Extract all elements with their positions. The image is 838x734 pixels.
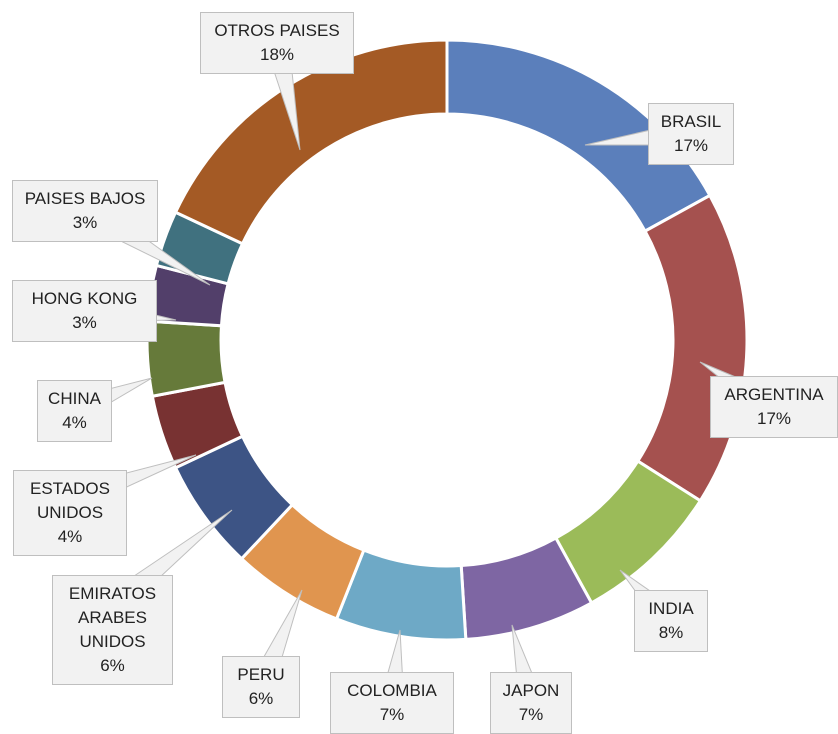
category-label: ESTADOS UNIDOS [30, 479, 110, 522]
slice [173, 38, 449, 246]
value-label: 4% [57, 527, 83, 546]
data-label: COLOMBIA 7% [330, 672, 454, 734]
value-label: 8% [658, 623, 684, 642]
data-label: OTROS PAISES 18% [200, 12, 354, 74]
category-label: INDIA [648, 599, 694, 618]
category-label: PAISES BAJOS [24, 189, 146, 208]
data-label: EMIRATOS ARABES UNIDOS 6% [52, 575, 173, 685]
data-label: ESTADOS UNIDOS 4% [13, 470, 127, 556]
data-label: BRASIL 17% [648, 103, 734, 165]
slice [635, 193, 749, 503]
data-label: PAISES BAJOS 3% [12, 180, 158, 242]
data-label: CHINA 4% [37, 380, 112, 442]
value-label: 6% [100, 656, 125, 675]
value-label: 7% [379, 705, 405, 724]
category-label: EMIRATOS ARABES UNIDOS [68, 584, 157, 651]
slice [145, 319, 227, 398]
category-label: CHINA [48, 389, 101, 408]
value-label: 3% [72, 213, 98, 232]
category-label: OTROS PAISES [214, 21, 340, 40]
value-label: 6% [248, 689, 274, 708]
value-label: 3% [72, 313, 97, 332]
value-label: 17% [756, 409, 792, 428]
value-label: 4% [62, 413, 87, 432]
category-label: JAPON [502, 681, 560, 700]
data-label: PERU 6% [222, 656, 300, 718]
data-label: ARGENTINA 17% [710, 376, 838, 438]
data-label: JAPON 7% [490, 672, 572, 734]
category-label: ARGENTINA [724, 385, 824, 404]
category-label: COLOMBIA [347, 681, 437, 700]
category-label: PERU [237, 665, 285, 684]
value-label: 17% [673, 136, 709, 155]
category-label: HONG KONG [31, 289, 138, 308]
value-label: 18% [259, 45, 295, 64]
value-label: 7% [518, 705, 544, 724]
category-label: BRASIL [660, 112, 722, 131]
data-label: INDIA 8% [634, 590, 708, 652]
data-label: HONG KONG 3% [12, 280, 157, 342]
